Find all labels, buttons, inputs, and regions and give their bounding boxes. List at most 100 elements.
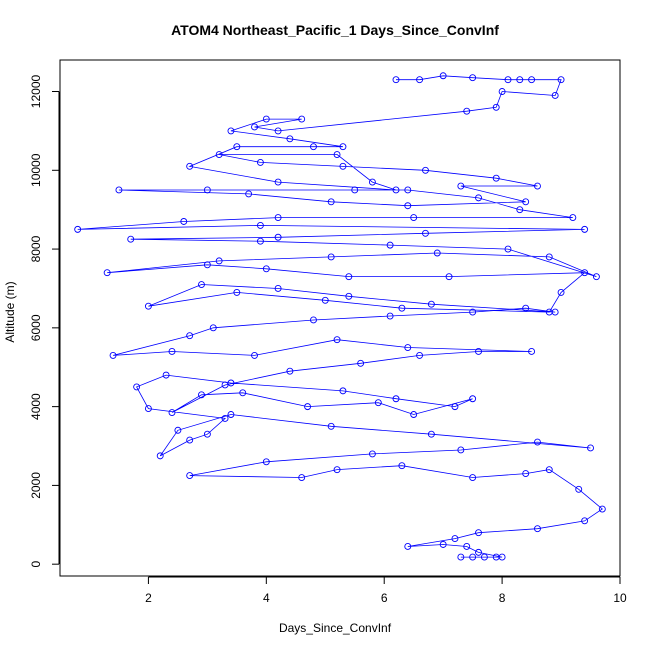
data-point <box>439 541 447 548</box>
plot-frame <box>59 59 621 577</box>
data-point <box>286 135 294 143</box>
data-point <box>398 304 406 312</box>
y-tick-label: 4000 <box>29 393 43 420</box>
data-point <box>227 411 235 418</box>
data-point <box>233 288 241 296</box>
data-point <box>422 166 429 174</box>
data-point <box>463 107 471 115</box>
data-point <box>186 332 194 340</box>
data-point <box>581 269 589 277</box>
data-point <box>339 143 347 151</box>
data-point <box>575 485 583 493</box>
data-point <box>215 257 223 265</box>
x-axis-label: Days_Since_ConvInf <box>279 621 392 635</box>
data-point <box>227 127 235 135</box>
data-point <box>522 198 530 206</box>
x-tick-label: 6 <box>381 591 388 605</box>
y-tick-label: 10000 <box>29 153 43 187</box>
data-point <box>298 115 306 123</box>
data-point <box>103 269 111 277</box>
data-point <box>480 553 488 561</box>
data-point <box>144 405 152 413</box>
y-tick-label: 6000 <box>29 314 43 341</box>
data-point <box>233 143 241 151</box>
data-point <box>251 123 258 131</box>
data-point <box>410 214 418 222</box>
data-point <box>545 466 553 474</box>
data-point <box>321 296 329 304</box>
data-point <box>209 324 217 332</box>
y-tick-label: 0 <box>29 561 43 568</box>
data-point <box>516 206 524 214</box>
data-point <box>404 543 412 550</box>
data-point <box>463 543 471 550</box>
data-point <box>327 422 335 430</box>
data-point <box>475 529 482 537</box>
data-point <box>351 186 359 194</box>
data-point <box>439 72 447 80</box>
data-point <box>581 225 589 233</box>
data-point <box>174 426 182 434</box>
x-tick-label: 2 <box>145 591 152 605</box>
data-point <box>274 178 282 186</box>
data-point <box>469 74 477 82</box>
data-point <box>557 76 565 84</box>
data-point <box>457 446 465 454</box>
data-point <box>262 115 270 123</box>
data-point <box>445 273 453 281</box>
data-point <box>133 383 141 391</box>
data-point <box>569 214 577 222</box>
data-point <box>162 371 170 379</box>
data-point <box>475 548 482 556</box>
data-point <box>310 316 317 324</box>
data-point <box>469 553 477 561</box>
data-point <box>545 308 553 316</box>
data-point <box>498 553 506 561</box>
y-tick-label: 12000 <box>29 75 43 109</box>
data-point <box>492 174 500 182</box>
data-point <box>410 411 418 418</box>
y-axis-label: Altitude (m) <box>3 281 17 342</box>
data-point <box>433 249 441 257</box>
data-point <box>227 379 235 387</box>
data-point <box>534 182 541 190</box>
data-point <box>274 127 282 135</box>
data-point <box>245 190 253 198</box>
data-point <box>239 389 247 397</box>
data-point <box>592 273 600 281</box>
data-point <box>345 292 353 300</box>
data-point <box>168 409 176 416</box>
data-point <box>198 281 205 288</box>
data-point <box>504 76 512 84</box>
data-point <box>109 351 117 359</box>
data-point <box>534 525 541 533</box>
data-point <box>357 359 365 367</box>
data-point <box>404 344 412 351</box>
data-point <box>333 466 341 474</box>
data-point <box>422 229 429 237</box>
data-point <box>392 186 400 194</box>
data-point <box>256 158 264 166</box>
data-point <box>339 387 347 395</box>
data-point <box>587 444 594 452</box>
data-point <box>168 348 176 355</box>
data-point <box>516 76 524 84</box>
data-point <box>498 88 506 95</box>
chart-title: ATOM4 Northeast_Pacific_1 Days_Since_Con… <box>171 22 499 38</box>
data-point <box>528 348 536 355</box>
data-point <box>475 194 482 202</box>
data-point <box>534 438 541 446</box>
data-point <box>457 182 465 190</box>
data-point <box>262 458 270 466</box>
data-point <box>404 186 412 194</box>
data-point <box>492 103 500 111</box>
data-point <box>339 162 347 170</box>
y-tick-label: 2000 <box>29 472 43 499</box>
data-point <box>327 198 335 206</box>
data-point <box>144 302 152 310</box>
data-point <box>392 395 400 403</box>
data-point <box>262 265 270 273</box>
data-point <box>581 517 589 525</box>
y-axis: 0 2000 4000 6000 8000 10000 12000 <box>29 75 60 568</box>
